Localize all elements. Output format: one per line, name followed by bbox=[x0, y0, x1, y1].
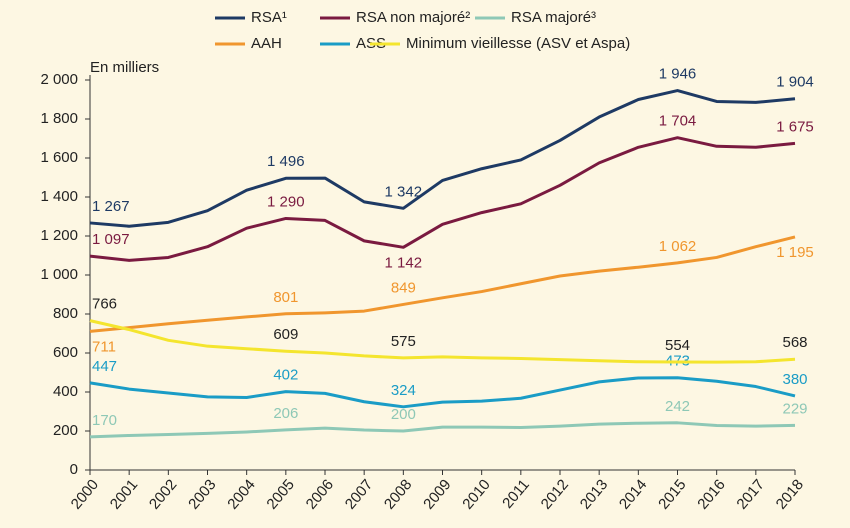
series-line bbox=[89, 235, 796, 333]
data-label: 1 267 bbox=[92, 198, 130, 215]
legend-label: RSA¹ bbox=[251, 9, 287, 26]
data-label: 766 bbox=[92, 296, 117, 313]
data-label: 1 097 bbox=[92, 231, 130, 248]
data-label: 1 062 bbox=[659, 238, 697, 255]
y-axis-label: En milliers bbox=[90, 59, 159, 76]
y-tick-label: 2 000 bbox=[40, 71, 78, 88]
data-label: 447 bbox=[92, 358, 117, 375]
data-label: 1 675 bbox=[776, 118, 814, 135]
y-tick-label: 0 bbox=[70, 461, 78, 478]
series-line bbox=[89, 89, 796, 228]
y-tick-label: 600 bbox=[53, 344, 78, 361]
data-label: 609 bbox=[273, 326, 298, 343]
y-tick-label: 200 bbox=[53, 422, 78, 439]
data-label: 711 bbox=[92, 338, 116, 355]
data-label: 849 bbox=[391, 279, 416, 296]
data-label: 568 bbox=[782, 334, 807, 351]
legend-label: RSA majoré³ bbox=[511, 9, 596, 26]
data-label: 801 bbox=[273, 289, 298, 306]
data-label: 1 496 bbox=[267, 153, 305, 170]
data-label: 402 bbox=[273, 367, 298, 384]
y-tick-label: 1 800 bbox=[40, 110, 78, 127]
data-label: 206 bbox=[273, 405, 298, 422]
data-label: 1 342 bbox=[385, 183, 423, 200]
y-tick-label: 1 000 bbox=[40, 266, 78, 283]
data-label: 1 142 bbox=[385, 254, 423, 271]
data-label: 554 bbox=[665, 337, 690, 354]
data-label: 380 bbox=[782, 371, 807, 388]
data-label: 575 bbox=[391, 333, 416, 350]
data-label: 229 bbox=[782, 400, 807, 417]
data-label: 1 195 bbox=[776, 244, 814, 261]
data-label: 324 bbox=[391, 382, 416, 399]
data-label: 200 bbox=[391, 406, 416, 423]
series-line bbox=[89, 136, 796, 262]
series-line bbox=[89, 376, 796, 409]
series-line bbox=[89, 319, 796, 364]
y-tick-label: 1 600 bbox=[40, 149, 78, 166]
y-tick-label: 400 bbox=[53, 383, 78, 400]
data-label: 1 290 bbox=[267, 193, 305, 210]
data-label: 170 bbox=[92, 412, 117, 429]
y-tick-label: 1 200 bbox=[40, 227, 78, 244]
y-tick-label: 800 bbox=[53, 305, 78, 322]
legend-label: AAH bbox=[251, 35, 282, 52]
data-label: 1 946 bbox=[659, 65, 697, 82]
legend-label: Minimum vieillesse (ASV et Aspa) bbox=[406, 35, 630, 52]
series-line bbox=[89, 421, 796, 439]
data-label: 1 704 bbox=[659, 113, 697, 130]
data-label: 242 bbox=[665, 398, 690, 415]
y-tick-label: 1 400 bbox=[40, 188, 78, 205]
legend-label: RSA non majoré² bbox=[356, 9, 470, 26]
data-label: 1 904 bbox=[776, 74, 814, 91]
